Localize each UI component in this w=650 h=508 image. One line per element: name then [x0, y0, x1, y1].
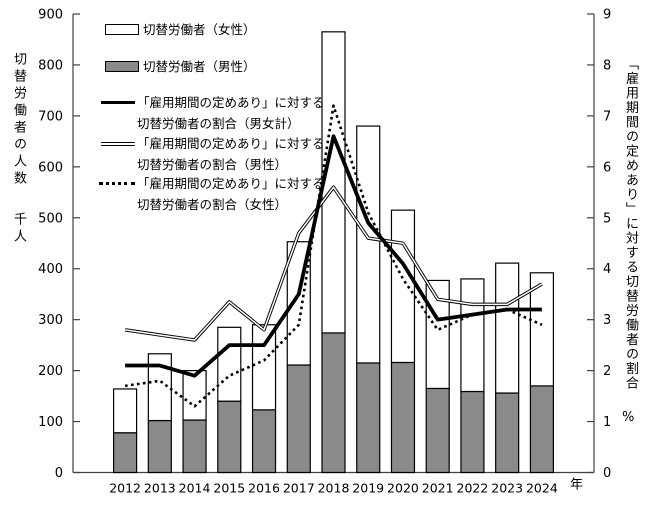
legend-label-line-female-2: 切替労働者の割合（女性） — [137, 197, 288, 212]
bar-female-2012 — [112, 388, 138, 434]
bar-female-2013 — [147, 353, 172, 422]
legend-label-line-total-1: 「雇用期間の定めあり」に対する — [137, 95, 325, 110]
left-axis-tick-label: 0 — [55, 466, 63, 481]
line-ratio-total — [125, 134, 542, 378]
bar-male-2012 — [112, 432, 138, 474]
bar-male-2023 — [495, 392, 520, 474]
bar-female-2019 — [356, 125, 381, 364]
right-axis-tick-label: 8 — [603, 58, 611, 73]
left-axis-tick-label: 700 — [38, 109, 63, 124]
right-axis-tick-label: 5 — [603, 211, 611, 226]
right-axis-tick-label: 0 — [603, 466, 611, 481]
bar-male-2015 — [217, 400, 242, 474]
left-axis-tick-label: 300 — [38, 313, 63, 328]
legend-item-bar-male: 切替労働者（男性） — [105, 59, 256, 74]
right-axis-tick-label: 9 — [603, 8, 611, 23]
legend-swatch-bar-female-icon — [105, 24, 139, 35]
bar-male-2013 — [147, 419, 172, 474]
legend-swatch-line-total-icon — [101, 101, 135, 104]
bar-male-2018 — [321, 332, 346, 474]
right-axis-tick-label: 4 — [603, 262, 611, 277]
bar-male-2022 — [460, 390, 485, 474]
left-axis-tick-label: 900 — [38, 8, 63, 23]
bar-male-2014 — [182, 419, 207, 474]
bar-male-2021 — [425, 387, 450, 474]
x-axis-label-2023: 2023 — [491, 481, 523, 496]
line-ratio-male-core — [124, 186, 543, 341]
bar-female-2018 — [321, 31, 346, 334]
legend-label-line-total-2: 切替労働者の割合（男女計） — [137, 116, 300, 131]
x-axis-label-2016: 2016 — [248, 481, 280, 496]
x-axis-label-2020: 2020 — [387, 481, 419, 496]
right-axis-tick-label: 3 — [603, 313, 611, 328]
x-axis-label-2013: 2013 — [144, 481, 176, 496]
legend-item-line-female: 「雇用期間の定めあり」に対する — [99, 176, 325, 191]
right-axis-tick-label: 1 — [603, 415, 611, 430]
right-axis-title: 「雇用期間の定めあり」に対する切替労働者の割合 — [623, 57, 638, 391]
x-axis-label-2012: 2012 — [109, 481, 141, 496]
bar-female-2023 — [495, 262, 520, 394]
bar-female-2020 — [390, 209, 416, 364]
legend-label-line-male-2: 切替労働者の割合（男性） — [137, 157, 288, 172]
x-axis-label-2019: 2019 — [352, 481, 384, 496]
right-axis-tick-label: 7 — [603, 109, 611, 124]
legend-label-line-male-1: 「雇用期間の定めあり」に対する — [137, 136, 325, 151]
legend-swatch-line-male-icon — [101, 142, 135, 147]
bar-male-2024 — [529, 385, 555, 474]
bar-male-2020 — [390, 361, 416, 474]
left-axis-tick-label: 100 — [38, 415, 63, 430]
right-axis-tick-label: 2 — [603, 364, 611, 379]
x-axis-suffix: 年 — [570, 478, 583, 493]
x-axis-label-2024: 2024 — [526, 481, 558, 496]
left-axis-title: 切替労働者の人数 — [11, 52, 26, 188]
legend-item-line-total: 「雇用期間の定めあり」に対する — [101, 95, 325, 110]
bar-female-2014 — [182, 370, 207, 421]
bar-male-2016 — [251, 409, 277, 474]
left-axis-tick-label: 200 — [38, 364, 63, 379]
legend-label-line-female-1: 「雇用期間の定めあり」に対する — [137, 176, 325, 191]
left-axis-tick-label: 800 — [38, 58, 63, 73]
x-axis-label-2015: 2015 — [213, 481, 245, 496]
left-axis-tick-label: 600 — [38, 160, 63, 175]
right-axis-unit: % — [622, 410, 635, 425]
x-axis-label-2022: 2022 — [457, 481, 489, 496]
bar-male-2017 — [286, 364, 311, 474]
legend-item-bar-female: 切替労働者（女性） — [105, 22, 256, 37]
x-axis-label-2014: 2014 — [179, 481, 211, 496]
x-axis-label-2017: 2017 — [283, 481, 315, 496]
legend-swatch-bar-male-icon — [105, 61, 139, 72]
bar-male-2019 — [356, 362, 381, 474]
left-axis-tick-label: 500 — [38, 211, 63, 226]
bar-female-2015 — [217, 326, 242, 402]
bar-female-2024 — [529, 272, 555, 387]
left-axis-unit: 千人 — [11, 212, 26, 246]
legend-label-bar-female: 切替労働者（女性） — [143, 22, 256, 37]
legend-label-bar-male: 切替労働者（男性） — [143, 59, 256, 74]
right-axis-tick-label: 6 — [603, 160, 611, 175]
legend-swatch-line-female-icon — [99, 182, 135, 185]
x-axis-label-2021: 2021 — [422, 481, 454, 496]
bar-female-2022 — [460, 278, 485, 393]
left-axis-tick-label: 400 — [38, 262, 63, 277]
x-axis-label-2018: 2018 — [318, 481, 350, 496]
bar-female-2016 — [251, 324, 277, 411]
legend-item-line-male: 「雇用期間の定めあり」に対する — [101, 136, 325, 151]
